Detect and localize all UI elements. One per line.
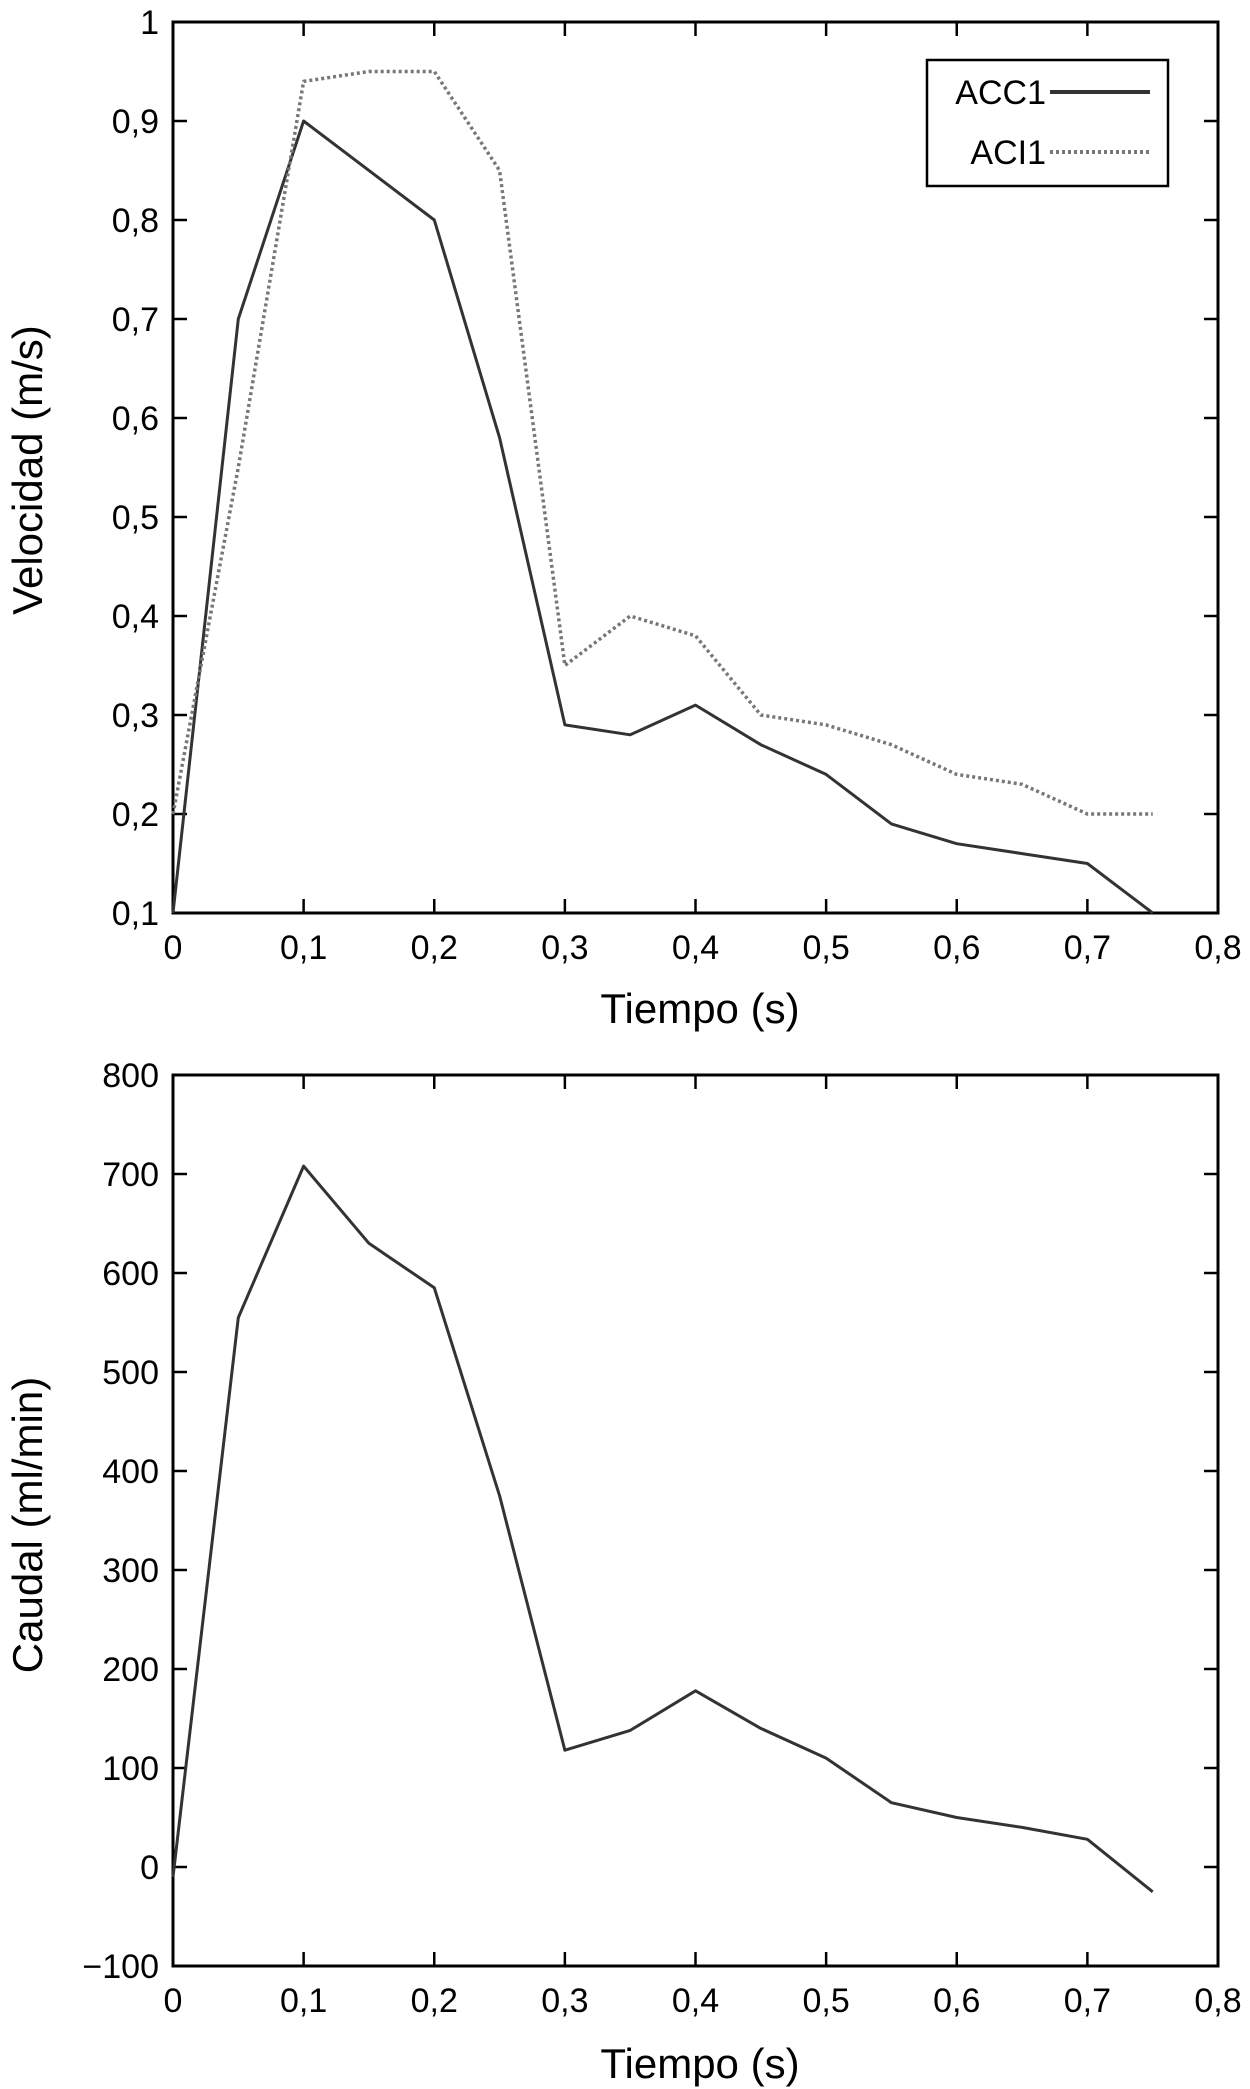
y-tick-label: 800 (102, 1057, 159, 1095)
x-tick-label: 0,6 (933, 929, 980, 967)
x-tick-label: 0,8 (1194, 1982, 1241, 2020)
y-tick-label: 0,4 (112, 598, 159, 636)
y-tick-label: 0,3 (112, 697, 159, 735)
x-tick-label: 0,5 (802, 929, 849, 967)
velocity-chart: 0 0,1 0,2 0,3 0,4 0,5 0,6 0,7 0,80,10,20,30,40,5… (4, 4, 1242, 1032)
y-tick-label: 1 (140, 4, 159, 42)
series-line-acc1 (171, 119, 1154, 915)
y-tick-label: 200 (102, 1651, 159, 1689)
x-tick-label: 0,6 (933, 1982, 980, 2020)
x-tick-label: 0 (164, 929, 183, 967)
legend-box (925, 58, 1170, 188)
y-tick-label: 0,8 (112, 202, 159, 240)
y-axis-label: Velocidad (m/s) (4, 325, 51, 614)
series-layer (171, 1164, 1154, 1893)
series-layer (171, 69, 1154, 915)
y-tick-label: 500 (102, 1354, 159, 1392)
x-tick-label: 0,8 (1194, 929, 1241, 967)
x-tick-label: 0,4 (672, 1982, 719, 2020)
x-tick-label: 0,2 (411, 1982, 458, 2020)
y-tick-label: 0,5 (112, 499, 159, 537)
y-tick-label: 0,2 (112, 796, 159, 834)
y-tick-label: 700 (102, 1156, 159, 1194)
y-tick-label: 0 (140, 1849, 159, 1887)
flow-chart: 0 0,1 0,2 0,3 0,4 0,5 0,6 0,7 0,8−10001002003004… (4, 1057, 1242, 2087)
y-tick-label: 400 (102, 1453, 159, 1491)
legend-label-aci1: ACI1 (970, 134, 1046, 172)
x-tick-label: 0,1 (280, 929, 327, 967)
x-axis-label: Tiempo (s) (600, 2040, 799, 2087)
x-axis-label: Tiempo (s) (600, 985, 799, 1032)
x-tick-label: 0,3 (541, 929, 588, 967)
y-tick-label: 0,9 (112, 103, 159, 141)
x-tick-label: 0,1 (280, 1982, 327, 2020)
x-tick-label: 0 (164, 1982, 183, 2020)
legend: ACC1 ACI1 (925, 58, 1170, 188)
y-axis-label: Caudal (ml/min) (4, 1377, 51, 1673)
x-tick-label: 0,2 (411, 929, 458, 967)
x-tick-label: 0,5 (802, 1982, 849, 2020)
y-tick-label: 0,6 (112, 400, 159, 438)
plot-frame (171, 1073, 1220, 1968)
y-tick-label: 300 (102, 1552, 159, 1590)
y-tick-label: 600 (102, 1255, 159, 1293)
x-tick-label: 0,7 (1064, 929, 1111, 967)
series-line-aci1 (171, 69, 1153, 816)
y-tick-label: −100 (82, 1948, 159, 1986)
axis-ticks: 0 0,1 0,2 0,3 0,4 0,5 0,6 0,7 0,8−10001002003004… (82, 1057, 1241, 2020)
x-tick-label: 0,3 (541, 1982, 588, 2020)
legend-label-acc1: ACC1 (955, 74, 1046, 112)
y-tick-label: 0,7 (112, 301, 159, 339)
series-line-caudal (171, 1164, 1154, 1893)
y-tick-label: 0,1 (112, 895, 159, 933)
x-tick-label: 0,7 (1064, 1982, 1111, 2020)
x-tick-label: 0,4 (672, 929, 719, 967)
y-tick-label: 100 (102, 1750, 159, 1788)
axis-ticks: 0 0,1 0,2 0,3 0,4 0,5 0,6 0,7 0,80,10,20,30,40,5… (112, 4, 1242, 967)
